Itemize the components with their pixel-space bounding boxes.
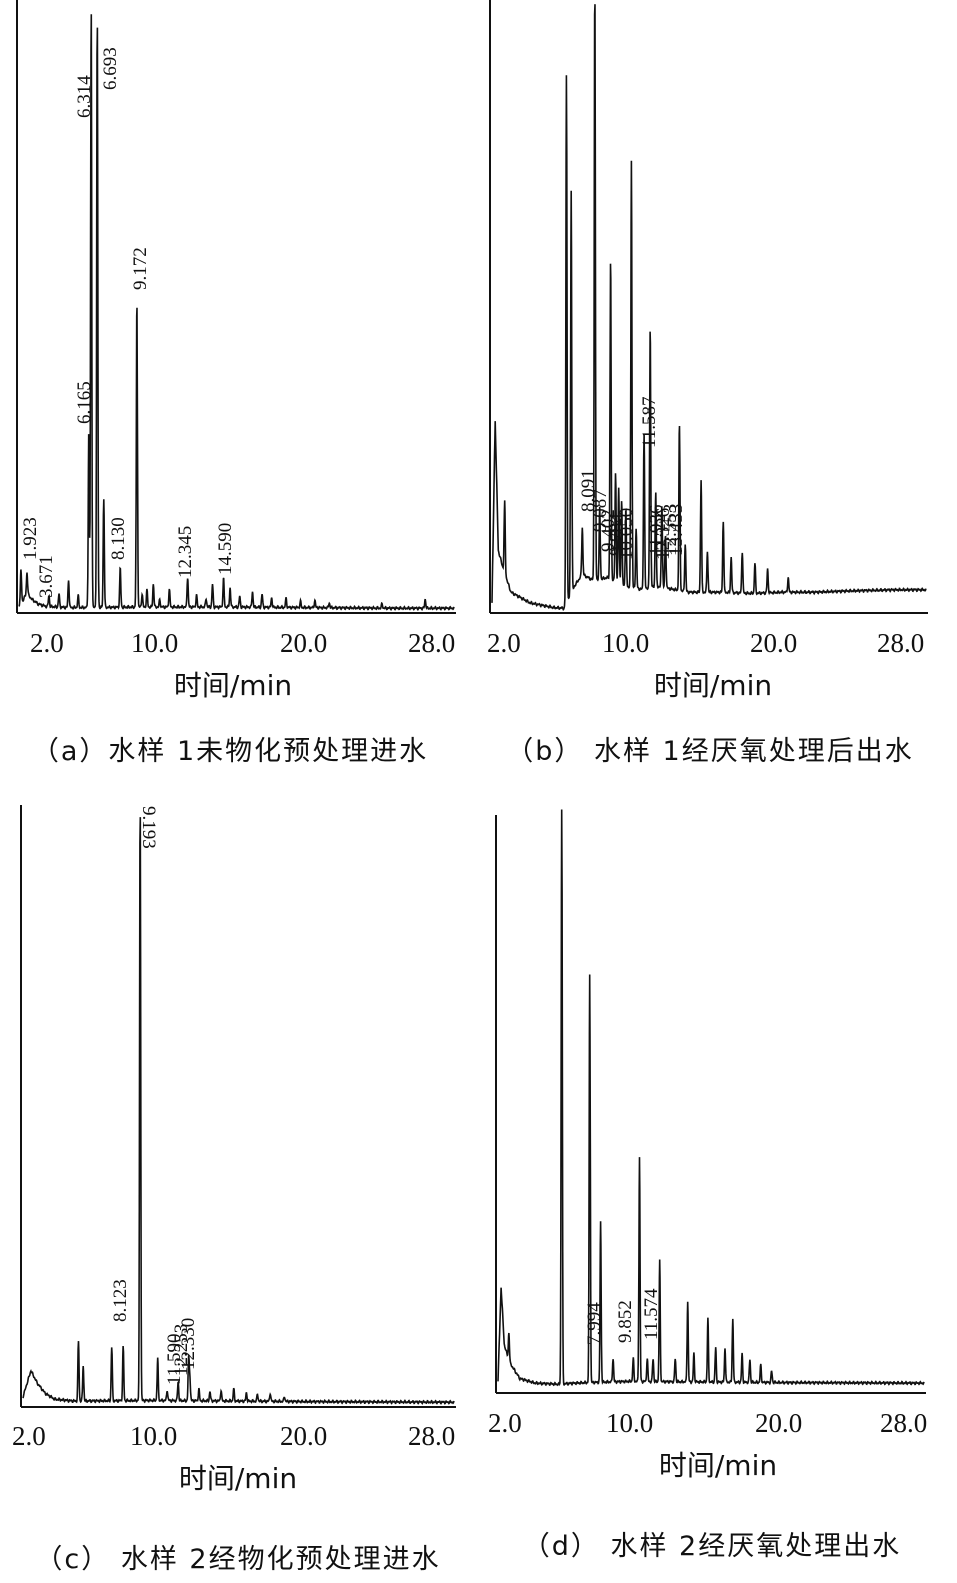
panel-d: 2.0 10.0 20.0 28.0 时间/min （d） 水样 2经厌氧处理出…: [488, 809, 927, 1562]
panel-b-x-axis-label: 时间/min: [654, 669, 772, 702]
panel-b-xtick-10: 10.0: [602, 628, 649, 658]
peak-label-9087: 9.087: [590, 489, 611, 532]
peak-label-8091: 8.091: [578, 469, 599, 512]
panel-a-caption: （a）水样 1未物化预处理进水: [32, 736, 428, 767]
peak-label-11590: 11.590: [164, 1333, 185, 1385]
peak-label-11574: 11.574: [641, 1288, 662, 1340]
peak-label-10050: 10.050: [616, 508, 637, 560]
panel-b-trace: [491, 4, 927, 612]
panel-b-tick-labels: 2.0 10.0 20.0 28.0: [487, 628, 924, 658]
peak-label-12330: 12.330: [178, 1318, 199, 1370]
panel-d-peak-labels: 7.994 9.852 11.574: [584, 1288, 662, 1345]
peak-label-6693: 6.693: [100, 47, 121, 90]
panel-c-xtick-28: 28.0: [408, 1421, 455, 1451]
panel-c-tick-labels: 2.0 10.0 20.0 28.0: [12, 1421, 455, 1451]
peak-label-6314: 6.314: [74, 75, 95, 118]
panel-a-xtick-10: 10.0: [131, 628, 178, 658]
peak-label-13433: 13.433: [666, 504, 687, 556]
peak-label-12326: 12.326: [653, 508, 674, 560]
peak-label-9193: 9.193: [138, 806, 159, 849]
panel-b-peak-labels: 8.091 9.087 9.402 9.784 10.050 11.587 11…: [578, 396, 687, 560]
peak-label-8130: 8.130: [108, 517, 129, 560]
panel-d-xtick-20: 20.0: [755, 1408, 802, 1438]
panel-d-tick-labels: 2.0 10.0 20.0 28.0: [488, 1408, 927, 1438]
panel-a-trace: [18, 14, 455, 612]
peak-label-9852: 9.852: [615, 1300, 636, 1343]
panel-c-caption: （c） 水样 2经物化预处理进水: [35, 1544, 440, 1575]
panel-a-xtick-28: 28.0: [408, 628, 455, 658]
panel-d-xtick-10: 10.0: [606, 1408, 653, 1438]
panel-c: 2.0 10.0 20.0 28.0 时间/min （c） 水样 2经物化预处理…: [12, 805, 456, 1575]
panel-a: 2.0 10.0 20.0 28.0 时间/min （a）水样 1未物化预处理进…: [16, 0, 456, 767]
peak-label-9172: 9.172: [130, 247, 151, 290]
panel-b-xtick-2: 2.0: [487, 628, 521, 658]
panel-d-xtick-28: 28.0: [880, 1408, 927, 1438]
panel-b-xtick-20: 20.0: [750, 628, 797, 658]
panel-c-trace: [22, 817, 455, 1405]
panel-c-xtick-10: 10.0: [130, 1421, 177, 1451]
peak-label-12553: 12.553: [660, 504, 681, 556]
peak-label-14590: 14.590: [215, 523, 236, 575]
peak-label-9402: 9.402: [598, 509, 619, 552]
panel-d-xtick-2: 2.0: [488, 1408, 522, 1438]
peak-label-12253: 12.253: [171, 1324, 192, 1376]
panel-a-x-axis-label: 时间/min: [174, 669, 292, 702]
panel-c-xtick-20: 20.0: [280, 1421, 327, 1451]
panel-b-caption: （b） 水样 1经厌氧处理后出水: [506, 736, 913, 767]
panel-b-xtick-28: 28.0: [877, 628, 924, 658]
peak-label-7994: 7.994: [584, 1302, 605, 1345]
panel-a-tick-labels: 2.0 10.0 20.0 28.0: [30, 628, 455, 658]
panel-a-peak-labels: 1.923 3.671 6.165 6.314 6.693 8.130 9.17…: [20, 47, 236, 598]
peak-label-8123: 8.123: [110, 1279, 131, 1322]
peak-label-9784: 9.784: [606, 513, 627, 556]
peak-label-6165: 6.165: [74, 381, 95, 424]
panel-d-trace: [497, 809, 925, 1387]
panel-a-xtick-2: 2.0: [30, 628, 64, 658]
peak-label-11936: 11.936: [646, 504, 667, 556]
panel-c-x-axis-label: 时间/min: [179, 1462, 297, 1495]
panel-c-peak-labels: 8.123 9.193 11.590 12.253 12.330: [110, 806, 199, 1385]
peak-label-3671: 3.671: [36, 555, 57, 598]
panel-c-xtick-2: 2.0: [12, 1421, 46, 1451]
peak-label-12345: 12.345: [175, 526, 196, 578]
peak-label-11587: 11.587: [639, 396, 660, 448]
panel-a-xtick-20: 20.0: [280, 628, 327, 658]
panel-d-x-axis-label: 时间/min: [659, 1449, 777, 1482]
peak-label-1923: 1.923: [20, 517, 41, 560]
panel-d-caption: （d） 水样 2经厌氧处理出水: [523, 1531, 901, 1562]
panel-b: 2.0 10.0 20.0 28.0 时间/min （b） 水样 1经厌氧处理后…: [487, 0, 928, 767]
